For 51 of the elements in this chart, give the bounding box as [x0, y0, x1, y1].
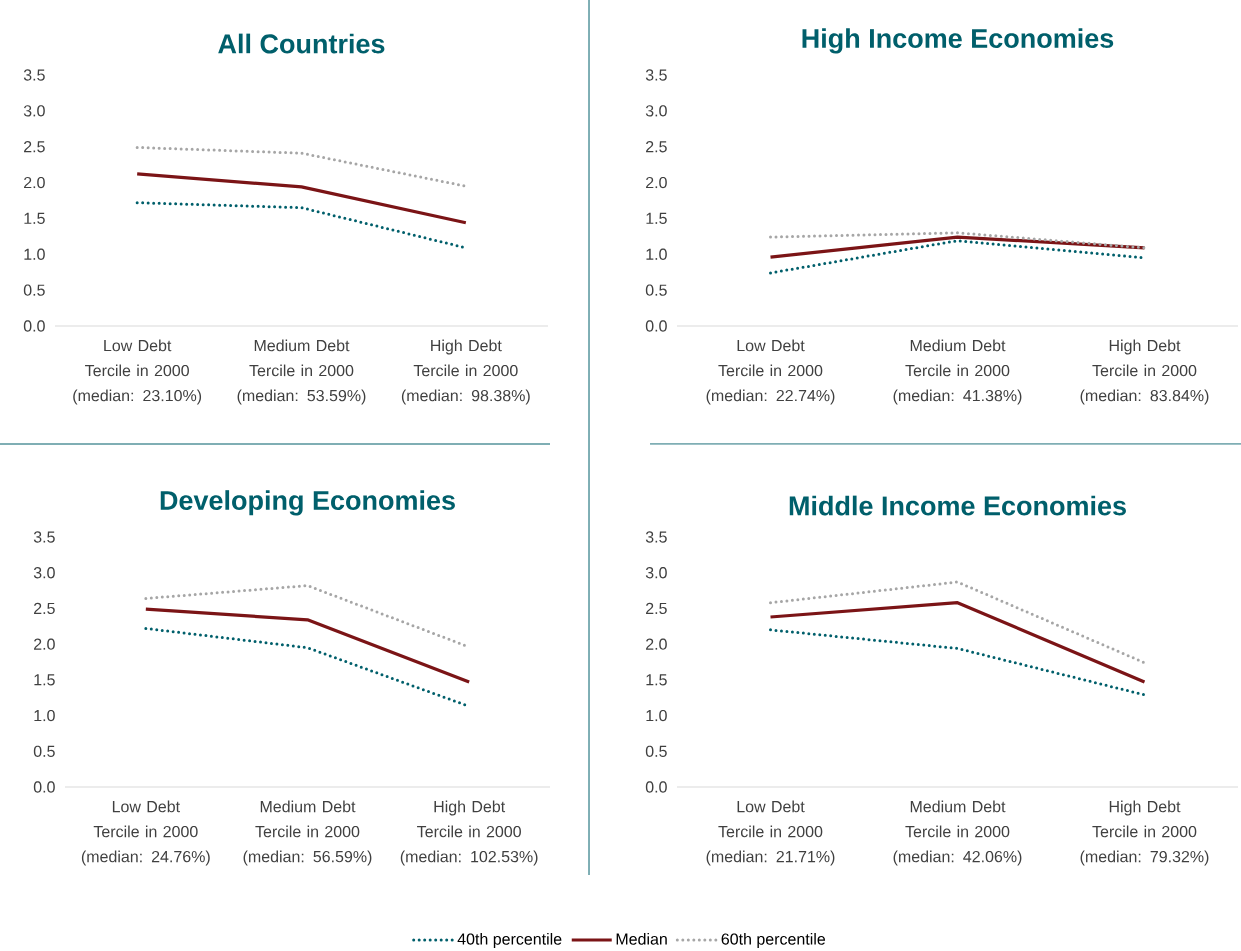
x-tick-label: Medium Debt Tercile in 2000 (median: 41.38%)	[893, 339, 1022, 405]
x-tick-label: Low Debt Tercile in 2000 (median: 22.74%)	[706, 339, 835, 405]
y-tick-label: 0.0	[33, 781, 55, 793]
y-tick-label: 1.5	[646, 674, 667, 686]
y-tick-label: 0.5	[645, 284, 667, 296]
x-tick-label: High Debt Tercile in 2000 (median: 98.38%)	[401, 339, 530, 405]
y-tick-label: 1.5	[646, 212, 667, 225]
x-tick-label: High Debt Tercile in 2000 (median: 102.53%)	[400, 800, 538, 866]
y-tick-label: 1.0	[24, 248, 45, 260]
x-tick-label: Low Debt Tercile in 2000 (median: 24.76%)	[81, 800, 210, 866]
y-tick-label: 2.5	[34, 602, 55, 615]
legend-label: Median	[616, 933, 667, 945]
y-tick-label: 3.0	[645, 567, 667, 579]
x-tick-label: Medium Debt Tercile in 2000 (median: 56.59%)	[243, 800, 372, 866]
chart-title: All Countries	[218, 33, 385, 54]
y-tick-label: 0.5	[645, 745, 667, 757]
y-tick-label: 2.5	[646, 602, 667, 615]
y-tick-label: 3.5	[645, 531, 667, 543]
y-tick-label: 0.0	[645, 320, 667, 332]
y-tick-label: 1.0	[646, 248, 667, 260]
y-tick-label: 0.0	[645, 781, 667, 793]
y-tick-label: 2.5	[646, 141, 667, 153]
y-tick-label: 3.5	[33, 531, 55, 543]
x-tick-label: Low Debt Tercile in 2000 (median: 23.10%)	[73, 339, 202, 405]
x-tick-label: High Debt Tercile in 2000 (median: 83.84%)	[1080, 339, 1209, 405]
y-tick-label: 3.0	[23, 105, 45, 117]
y-tick-label: 2.0	[646, 176, 667, 189]
x-tick-label: High Debt Tercile in 2000 (median: 79.32%)	[1080, 800, 1209, 866]
y-tick-label: 0.0	[23, 320, 45, 332]
y-tick-label: 3.0	[33, 567, 55, 579]
y-tick-label: 1.0	[646, 709, 667, 722]
x-tick-label: Medium Debt Tercile in 2000 (median: 42.06%)	[893, 800, 1022, 866]
y-tick-label: 3.0	[645, 105, 667, 117]
x-tick-label: Low Debt Tercile in 2000 (median: 21.71%)	[706, 800, 835, 866]
chart-title: Developing Economies	[160, 490, 455, 516]
y-tick-label: 3.5	[645, 69, 667, 81]
y-tick-label: 3.5	[23, 69, 45, 81]
y-tick-label: 2.5	[24, 141, 45, 153]
y-tick-label: 0.5	[23, 284, 45, 296]
y-tick-label: 1.5	[34, 674, 55, 686]
y-tick-label: 2.0	[646, 638, 667, 650]
y-tick-label: 1.0	[34, 709, 55, 722]
chart-title: Middle Income Economies	[789, 495, 1126, 516]
legend-label: 60th percentile	[721, 933, 826, 948]
legend-label: 40th percentile	[457, 933, 562, 948]
y-tick-label: 2.0	[24, 176, 45, 189]
y-tick-label: 2.0	[34, 638, 55, 650]
y-tick-label: 1.5	[24, 212, 45, 225]
chart-title: High Income Economies	[802, 28, 1114, 54]
y-tick-label: 0.5	[33, 745, 55, 757]
x-tick-label: Medium Debt Tercile in 2000 (median: 53.59%)	[237, 339, 366, 405]
